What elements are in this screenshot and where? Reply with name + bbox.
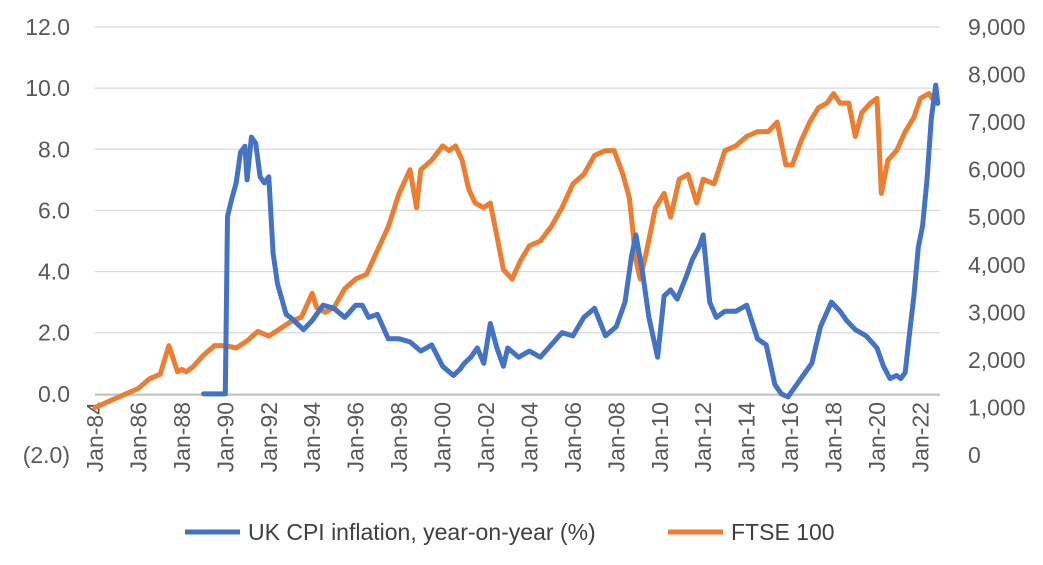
- x-tick-label: Jan-08: [603, 402, 629, 472]
- right-y-tick-label: 2,000: [968, 347, 1026, 373]
- left-y-tick-label: (2.0): [23, 442, 70, 468]
- left-y-tick-label: 8.0: [38, 136, 70, 162]
- right-y-tick-label: 0: [968, 442, 981, 468]
- left-y-tick-label: 12.0: [25, 14, 70, 40]
- right-y-tick-label: 6,000: [968, 157, 1026, 183]
- left-y-tick-label: 0.0: [38, 381, 70, 407]
- right-y-tick-label: 1,000: [968, 394, 1026, 420]
- x-tick-label: Jan-90: [212, 402, 238, 472]
- right-y-tick-label: 8,000: [968, 62, 1026, 88]
- x-tick-label: Jan-16: [777, 402, 803, 472]
- x-tick-label: Jan-86: [125, 402, 151, 472]
- x-tick-label: Jan-18: [821, 402, 847, 472]
- x-tick-label: Jan-84: [82, 402, 108, 473]
- x-tick-label: Jan-10: [647, 402, 673, 472]
- x-tick-label: Jan-92: [256, 402, 282, 472]
- x-tick-label: Jan-12: [690, 402, 716, 472]
- x-tick-label: Jan-14: [734, 402, 760, 473]
- x-tick-label: Jan-20: [864, 402, 890, 472]
- ftse-100-line: [92, 91, 941, 410]
- legend: UK CPI inflation, year-on-year (%) FTSE …: [185, 519, 835, 545]
- right-y-tick-label: 5,000: [968, 204, 1026, 230]
- legend-label-ftse-100: FTSE 100: [731, 519, 835, 545]
- x-tick-label: Jan-96: [343, 402, 369, 472]
- right-y-tick-label: 7,000: [968, 109, 1026, 135]
- x-tick-label: Jan-02: [473, 402, 499, 472]
- right-y-tick-label: 9,000: [968, 14, 1026, 40]
- left-y-tick-label: 10.0: [25, 75, 70, 101]
- x-tick-label: Jan-98: [386, 402, 412, 472]
- right-y-tick-label: 4,000: [968, 252, 1026, 278]
- x-axis-tick-labels: Jan-84 Jan-86 Jan-88 Jan-90 Jan-92 Jan-94 Jan-…: [82, 402, 933, 473]
- left-y-tick-label: 6.0: [38, 197, 70, 223]
- x-tick-label: Jan-00: [430, 402, 456, 472]
- right-y-axis-tick-labels: 0 1,000 2,000 3,000 4,000 5,000 6,000 7,000 8,00…: [968, 14, 1026, 468]
- uk-cpi-inflation-line: [201, 82, 941, 400]
- x-tick-label: Jan-94: [299, 402, 325, 473]
- right-y-tick-label: 3,000: [968, 299, 1026, 325]
- left-y-tick-label: 4.0: [38, 259, 70, 285]
- legend-label-uk-cpi: UK CPI inflation, year-on-year (%): [248, 519, 596, 545]
- left-y-axis-tick-labels: (2.0) 0.0 2.0 4.0 6.0 8.0 10.0 12.0: [23, 14, 70, 468]
- x-tick-label: Jan-04: [516, 402, 542, 473]
- x-tick-label: Jan-06: [560, 402, 586, 472]
- x-tick-label: Jan-88: [169, 402, 195, 472]
- x-tick-label: Jan-22: [907, 402, 933, 472]
- gridlines: [95, 26, 940, 395]
- left-y-tick-label: 2.0: [38, 320, 70, 346]
